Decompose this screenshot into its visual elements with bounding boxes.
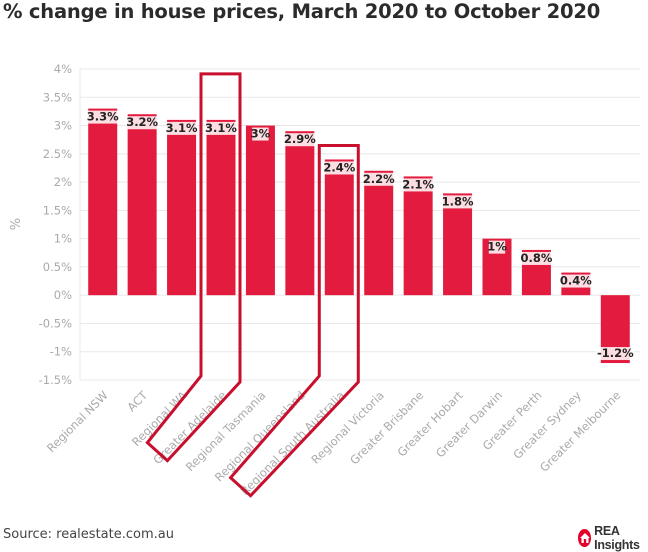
data-label-bg (442, 195, 473, 209)
data-label-bg (596, 347, 635, 361)
y-tick-label: -0.5% (39, 316, 72, 330)
data-label: 3.3% (87, 110, 119, 124)
bar (206, 119, 236, 296)
bar (403, 176, 433, 296)
y-axis-ticks: 4% 3.5% 3% 2.5% 2% 1.5% 1% 0.5% 0% -0.5% -1% -1.5% (39, 62, 72, 387)
data-label: 3.1% (166, 121, 198, 135)
y-tick-label: 0.5% (43, 260, 72, 274)
y-axis-label: % (9, 218, 24, 230)
bar (245, 125, 275, 296)
data-label-bg (205, 121, 237, 135)
data-label-bg (284, 133, 316, 147)
y-tick-label: -1% (50, 345, 72, 359)
data-label: 3.2% (126, 115, 158, 129)
data-label: -1.2% (597, 346, 634, 360)
x-tick-label: Regional NSW (44, 388, 111, 455)
data-label: 0.4% (560, 274, 592, 288)
data-label-bg (87, 110, 119, 124)
data-label-bg (166, 121, 197, 135)
y-tick-label: 0% (54, 288, 72, 302)
data-label: 2.1% (402, 177, 434, 191)
data-label-bg (323, 161, 355, 175)
bar (443, 193, 473, 296)
data-label-bg (521, 251, 552, 265)
bar (127, 114, 157, 296)
bar (167, 119, 197, 296)
chart-title: % change in house prices, March 2020 to … (3, 0, 601, 23)
data-label: 2.4% (323, 160, 355, 174)
bars (88, 108, 630, 364)
data-label-bg (252, 127, 269, 141)
y-tick-label: 3.5% (43, 90, 72, 104)
highlight-boxes (145, 72, 360, 498)
x-tick-label: Regional Victoria (308, 388, 386, 466)
data-label-bg (126, 116, 158, 130)
source-note: Source: realestate.com.au (3, 527, 174, 542)
x-tick-label: ACT (124, 388, 151, 415)
highlight-box (228, 143, 360, 498)
data-label: 2.2% (363, 172, 395, 186)
data-label-bg (402, 178, 434, 192)
data-label: 1% (487, 240, 507, 254)
y-tick-label: 4% (54, 62, 72, 76)
data-label-bg (488, 240, 506, 254)
x-tick-label: Greater Sydney (510, 388, 584, 462)
bar (324, 159, 354, 296)
brand-name: REA Insights (594, 524, 640, 552)
data-label: 3.1% (205, 121, 237, 135)
bar (285, 131, 315, 296)
y-tick-label: 1.5% (43, 203, 72, 217)
data-label: 2.9% (284, 132, 316, 146)
brand-logo: REA Insights (578, 524, 648, 552)
y-tick-label: 1% (54, 232, 72, 246)
bar (364, 170, 394, 296)
x-tick-label: Greater Brisbane (347, 388, 426, 467)
data-label-bg (560, 274, 592, 288)
data-label: 3% (251, 127, 271, 141)
y-tick-label: 2% (54, 175, 72, 189)
y-tick-label: 2.5% (43, 147, 72, 161)
gridlines (79, 68, 640, 381)
house-icon (578, 529, 592, 547)
data-label: 0.8% (520, 251, 552, 265)
highlight-box (145, 72, 242, 463)
data-label-bg (363, 172, 395, 186)
y-tick-label: 3% (54, 119, 72, 133)
bar (88, 108, 118, 296)
data-labels: 3.3% 3.2% 3.1% 3.1% 3% 2.9% 2.4% 2.2% 2.1% 1.8% 1%… (87, 110, 635, 361)
y-tick-label: -1.5% (39, 373, 72, 387)
data-label: 1.8% (442, 194, 474, 208)
